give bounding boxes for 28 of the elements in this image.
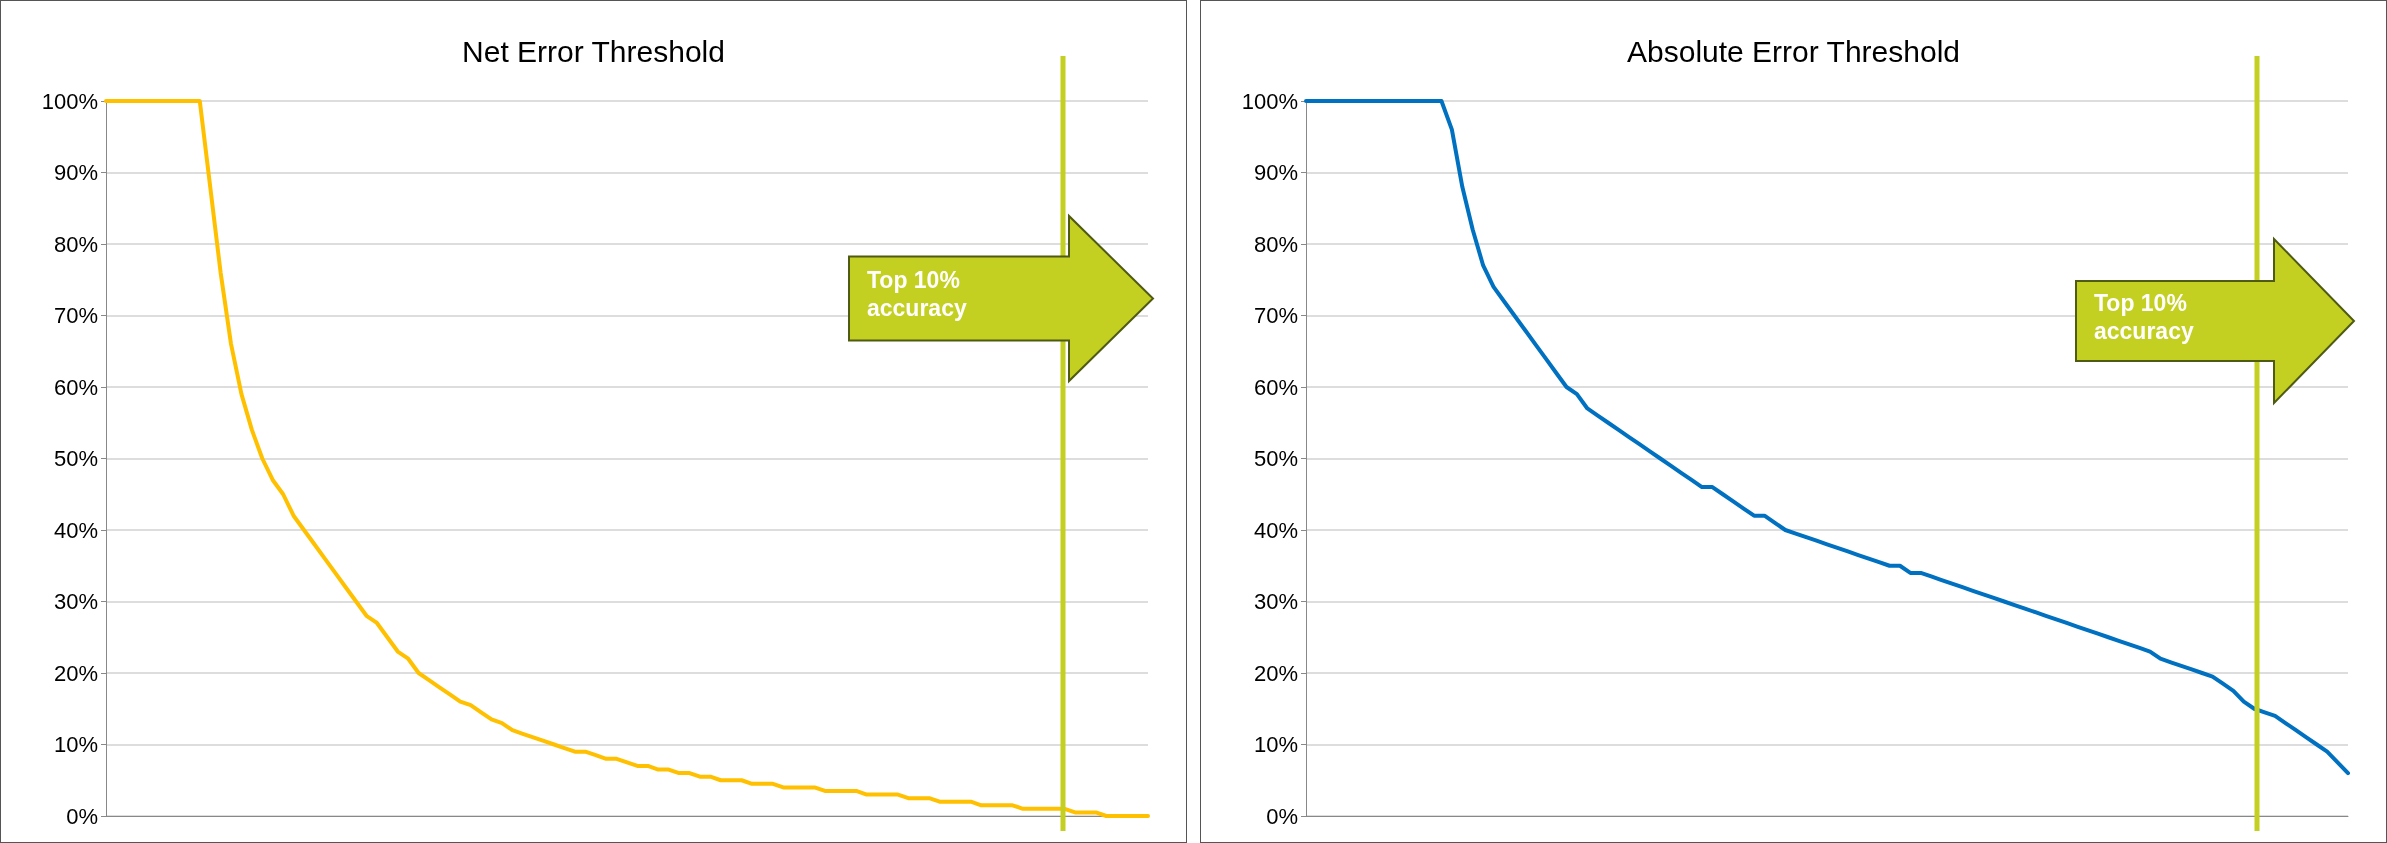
y-tick-label: 30% — [1253, 589, 1298, 614]
annotation: Top 10% accuracy — [2094, 289, 2195, 345]
y-tick-label: 70% — [53, 303, 98, 328]
y-tick-label: 100% — [41, 88, 98, 114]
line-series — [104, 99, 1150, 818]
y-tick-label: 20% — [1253, 660, 1298, 686]
y-tick-label: 20% — [53, 660, 98, 686]
y-tick-label: 60% — [1253, 374, 1298, 400]
y-tick-label: 90% — [1253, 160, 1298, 185]
y-tick-label: 10% — [53, 732, 98, 757]
y-tick-label: 50% — [53, 446, 98, 471]
chart-title: Net Error Threshold — [462, 34, 725, 68]
y-tick-label: 40% — [1253, 517, 1298, 543]
y-tick-label: 0% — [1266, 803, 1298, 829]
y-tick-label: 60% — [53, 374, 98, 400]
y-tick-label: 70% — [1253, 303, 1298, 328]
y-tick-label: 30% — [53, 589, 98, 614]
y-tick-label: 0% — [66, 803, 98, 829]
y-tick-label: 80% — [1253, 231, 1298, 257]
y-tick-label: 90% — [53, 160, 98, 185]
y-tick-label: 80% — [53, 231, 98, 257]
y-tick-label: 100% — [1241, 88, 1298, 114]
chart-title: Absolute Error Threshold — [1627, 34, 1960, 68]
y-tick-label: 40% — [53, 517, 98, 543]
line-series — [1304, 99, 2350, 776]
annotation: Top 10% accuracy — [867, 266, 968, 322]
y-tick-label: 10% — [1253, 732, 1298, 757]
y-tick-label: 50% — [1253, 446, 1298, 471]
